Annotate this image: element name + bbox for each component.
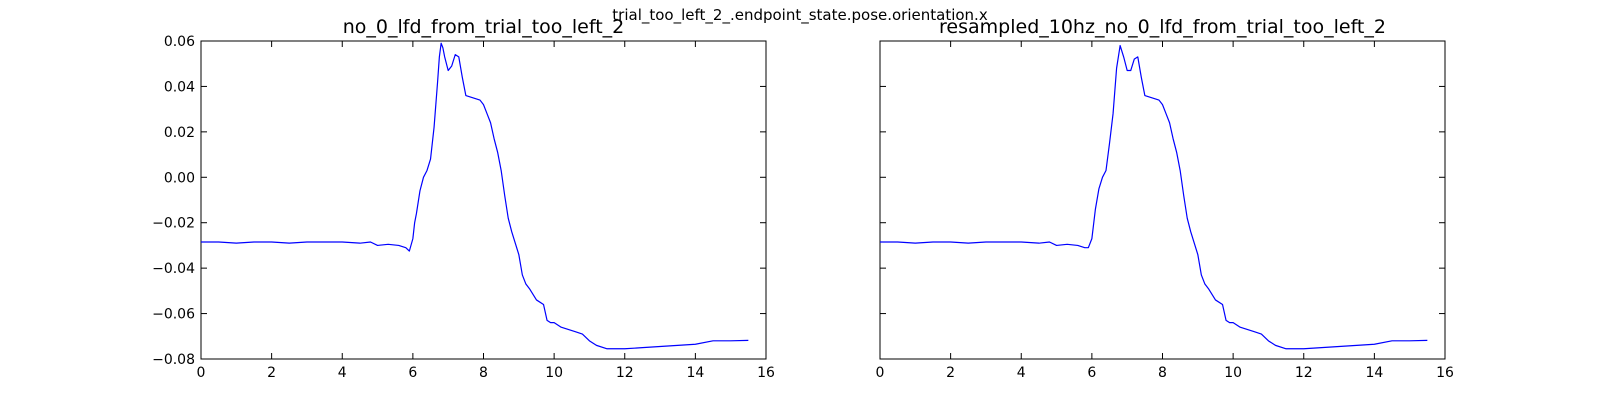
left-axes-frame (200, 40, 767, 360)
subplot-left: 0 2 4 6 8 10 12 14 16 0.06 0.04 0.02 0.00 −0.02 −0.04 −… (152, 16, 775, 381)
right-xtick-label: 8 (1158, 365, 1167, 381)
left-ytick-label: 0.06 (164, 34, 195, 50)
right-xtick-label: 16 (1436, 365, 1454, 381)
left-ytick-label: −0.02 (152, 216, 195, 232)
figure-suptitle: trial_too_left_2_.endpoint_state.pose.or… (612, 6, 988, 24)
right-xtick-label: 4 (1017, 365, 1026, 381)
left-xtick-label: 16 (757, 365, 775, 381)
right-xtick-label: 0 (876, 365, 885, 381)
left-xtick-label: 8 (479, 365, 488, 381)
left-ytick-label: −0.06 (152, 307, 195, 323)
right-xtick-label: 14 (1365, 365, 1383, 381)
right-xtick-label: 6 (1087, 365, 1096, 381)
left-xtick-label: 12 (616, 365, 634, 381)
right-xtick-label: 12 (1295, 365, 1313, 381)
left-xtick-label: 14 (686, 365, 704, 381)
left-xtick-label: 10 (545, 365, 563, 381)
left-xtick-label: 4 (338, 365, 347, 381)
left-xtick-label: 2 (267, 365, 276, 381)
left-ytick-label: −0.04 (152, 261, 195, 277)
left-ytick-label: 0.02 (164, 125, 195, 141)
left-ytick-label: −0.08 (152, 352, 195, 368)
left-series-line-0 (201, 42, 749, 350)
left-xtick-label: 0 (197, 365, 206, 381)
right-xtick-label: 10 (1224, 365, 1242, 381)
right-subplot-title: resampled_10hz_no_0_lfd_from_trial_too_l… (939, 16, 1386, 38)
left-subplot-title: no_0_lfd_from_trial_too_left_2 (343, 16, 625, 38)
left-ytick-label: 0.04 (164, 79, 195, 95)
left-xtick-label: 6 (408, 365, 417, 381)
right-axes-frame (879, 40, 1446, 360)
right-xtick-label: 2 (946, 365, 955, 381)
left-ytick-label: 0.00 (164, 170, 195, 186)
subplot-right: 0 2 4 6 8 10 12 14 16 resampled_10hz_no_0_lfd_fro… (876, 16, 1454, 381)
right-series-line-0 (880, 44, 1428, 350)
